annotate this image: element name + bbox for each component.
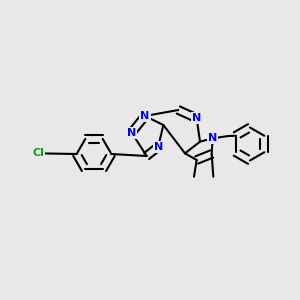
Text: N: N xyxy=(192,113,201,123)
Text: N: N xyxy=(127,128,136,138)
Text: N: N xyxy=(208,133,217,143)
Text: N: N xyxy=(140,111,150,121)
Text: Cl: Cl xyxy=(32,148,44,158)
Text: N: N xyxy=(154,142,163,152)
